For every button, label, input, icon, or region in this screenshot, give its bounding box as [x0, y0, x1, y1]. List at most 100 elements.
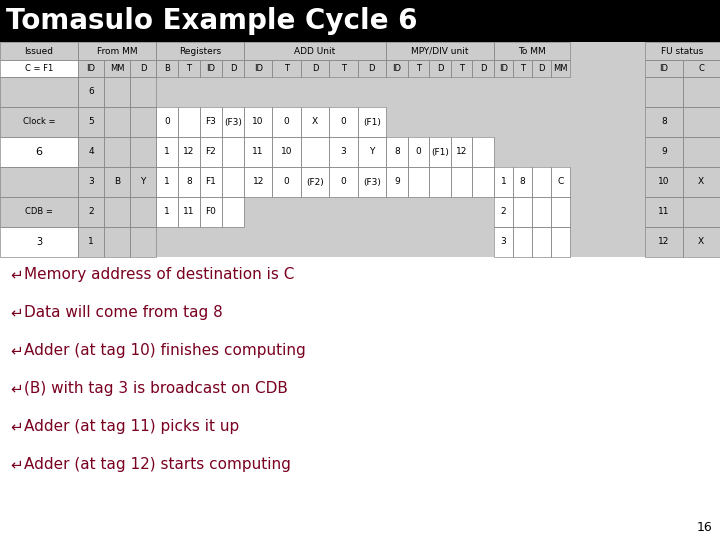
Bar: [429, 167, 451, 197]
Text: T: T: [459, 64, 464, 73]
Bar: [645, 137, 683, 167]
Bar: [494, 227, 513, 257]
Bar: [472, 167, 494, 197]
Bar: [272, 137, 301, 167]
Bar: [0, 167, 78, 197]
Bar: [272, 167, 301, 197]
Bar: [272, 107, 301, 137]
Bar: [683, 227, 720, 257]
Bar: [156, 137, 178, 167]
Text: F1: F1: [206, 178, 217, 186]
Bar: [178, 107, 200, 137]
Bar: [408, 60, 429, 77]
Text: D: D: [480, 64, 487, 73]
Bar: [222, 137, 244, 167]
Text: MM: MM: [109, 64, 125, 73]
Bar: [513, 197, 532, 227]
Bar: [358, 107, 386, 137]
Bar: [645, 60, 683, 77]
Bar: [130, 60, 156, 77]
Bar: [104, 167, 130, 197]
Bar: [329, 107, 358, 137]
Bar: [78, 137, 104, 167]
Bar: [222, 167, 244, 197]
Bar: [178, 167, 200, 197]
Bar: [683, 167, 720, 197]
Bar: [472, 137, 494, 167]
Bar: [104, 197, 130, 227]
Bar: [551, 60, 570, 77]
Bar: [645, 77, 683, 107]
Bar: [494, 42, 570, 60]
Bar: [0, 60, 78, 77]
Bar: [358, 167, 386, 197]
Text: 9: 9: [394, 178, 400, 186]
Bar: [78, 107, 104, 137]
Text: D: D: [539, 64, 545, 73]
Text: C: C: [698, 64, 704, 73]
Text: C = F1: C = F1: [25, 64, 53, 73]
Text: 16: 16: [696, 521, 712, 534]
Text: 11: 11: [658, 207, 670, 217]
Bar: [429, 167, 451, 197]
Bar: [244, 137, 272, 167]
Bar: [78, 227, 104, 257]
Text: 0: 0: [284, 118, 289, 126]
Text: Adder (at tag 11) picks it up: Adder (at tag 11) picks it up: [24, 420, 239, 435]
Text: ID: ID: [660, 64, 668, 73]
Text: Memory address of destination is C: Memory address of destination is C: [24, 267, 294, 282]
Text: 12: 12: [184, 147, 194, 157]
Bar: [408, 167, 429, 197]
Bar: [532, 167, 551, 197]
Bar: [494, 197, 513, 227]
Bar: [130, 137, 156, 167]
Bar: [645, 107, 683, 137]
Text: 1: 1: [164, 178, 170, 186]
Bar: [130, 107, 156, 137]
Bar: [301, 107, 329, 137]
Bar: [386, 60, 408, 77]
Bar: [222, 197, 244, 227]
Bar: [301, 107, 329, 137]
Bar: [244, 107, 272, 137]
Bar: [408, 137, 429, 167]
Bar: [0, 137, 78, 167]
Text: 12: 12: [658, 238, 670, 246]
Bar: [451, 60, 472, 77]
Bar: [222, 137, 244, 167]
Text: D: D: [230, 64, 236, 73]
Text: 5: 5: [88, 118, 94, 126]
Bar: [200, 197, 222, 227]
Bar: [532, 167, 551, 197]
Bar: [0, 42, 720, 257]
Text: T: T: [341, 64, 346, 73]
Text: 4: 4: [88, 147, 94, 157]
Text: 1: 1: [164, 147, 170, 157]
Bar: [645, 227, 683, 257]
Bar: [0, 42, 78, 60]
Bar: [551, 197, 570, 227]
Bar: [222, 107, 244, 137]
Bar: [429, 60, 451, 77]
Text: 11: 11: [253, 147, 264, 157]
Text: 8: 8: [520, 178, 526, 186]
Bar: [222, 167, 244, 197]
Text: Tomasulo Example Cycle 6: Tomasulo Example Cycle 6: [6, 7, 418, 35]
Bar: [0, 227, 78, 257]
Bar: [130, 227, 156, 257]
Text: ↵: ↵: [10, 457, 23, 472]
Text: (B) with tag 3 is broadcast on CDB: (B) with tag 3 is broadcast on CDB: [24, 381, 288, 396]
Text: 11: 11: [184, 207, 194, 217]
Text: 0: 0: [284, 178, 289, 186]
Bar: [200, 167, 222, 197]
Bar: [329, 137, 358, 167]
Bar: [494, 60, 513, 77]
Bar: [156, 167, 178, 197]
Bar: [104, 227, 130, 257]
Bar: [104, 60, 130, 77]
Text: 8: 8: [661, 118, 667, 126]
Bar: [551, 197, 570, 227]
Bar: [0, 227, 78, 257]
Text: 6: 6: [88, 87, 94, 97]
Text: 12: 12: [253, 178, 264, 186]
